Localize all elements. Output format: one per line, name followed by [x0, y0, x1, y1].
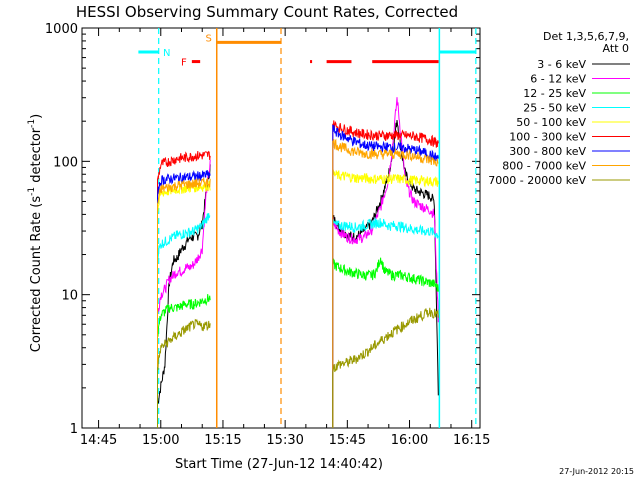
legend-label: 100 - 300 keV	[509, 131, 586, 144]
series-line	[157, 164, 211, 428]
legend-header-line1: Det 1,3,5,6,7,9,	[543, 30, 629, 43]
series-line	[332, 119, 439, 428]
x-tick-label: 16:15	[453, 433, 490, 448]
series-line	[332, 307, 439, 428]
legend-header-line2: Att 0	[603, 42, 629, 55]
y-axis-label-part: Corrected Count Rate (s	[29, 196, 44, 353]
legend-label: 25 - 50 keV	[523, 102, 586, 115]
series-line	[332, 257, 439, 428]
series-line	[157, 177, 211, 428]
x-axis-label: Start Time (27-Jun-12 14:40:42)	[175, 457, 383, 472]
series-line	[332, 138, 439, 428]
y-axis-label-sup: -1	[27, 119, 37, 128]
series-line	[157, 159, 211, 428]
series-line	[332, 169, 439, 428]
y-tick-label: 1	[70, 422, 78, 437]
y-tick-label: 1000	[45, 22, 78, 37]
series-line	[157, 294, 211, 428]
series-line	[332, 97, 439, 428]
series-line	[332, 216, 439, 428]
legend-label: 300 - 800 keV	[509, 145, 586, 158]
y-axis-label: Corrected Count Rate (s-1 detector-1)	[27, 114, 44, 352]
legend-label: 12 - 25 keV	[523, 87, 586, 100]
x-tick-label: 15:45	[329, 433, 366, 448]
series-line	[157, 213, 211, 428]
series-line	[332, 124, 439, 428]
series-line	[157, 318, 211, 428]
series-line	[157, 169, 211, 428]
y-axis-label-part: )	[29, 114, 44, 119]
y-tick-label: 10	[61, 289, 78, 304]
x-tick-label: 16:00	[391, 433, 428, 448]
series-line	[332, 120, 439, 428]
legend-label: 6 - 12 keV	[530, 73, 586, 86]
flag-label-S: S	[206, 33, 212, 44]
x-tick-label: 15:15	[204, 433, 241, 448]
series-line	[157, 180, 211, 428]
legend-label: 3 - 6 keV	[537, 58, 586, 71]
y-axis-label-sup: -1	[27, 187, 37, 196]
y-tick-label: 100	[53, 155, 78, 170]
x-tick-label: 15:00	[142, 433, 179, 448]
chart-title: HESSI Observing Summary Count Rates, Cor…	[76, 3, 458, 21]
flag-label-N: N	[163, 48, 170, 59]
legend-label: 50 - 100 keV	[516, 116, 586, 129]
flag-label-F: F	[181, 58, 187, 69]
plot-area: 1 10 100 1000 14:45 15:00 15:15 15:30 15:45 16:00…	[45, 22, 491, 448]
x-tick-label: 15:30	[266, 433, 303, 448]
legend-label: 800 - 7000 keV	[502, 160, 586, 173]
footer-date: 27-Jun-2012 20:15	[559, 467, 634, 476]
series-line	[157, 150, 211, 428]
x-tick-label: 14:45	[80, 433, 117, 448]
y-axis-label-part: detector	[29, 127, 44, 187]
legend-label: 7000 - 20000 keV	[488, 174, 586, 187]
